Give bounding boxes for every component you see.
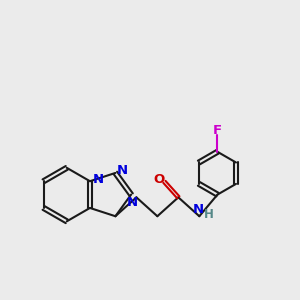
Text: H: H xyxy=(204,208,214,221)
Text: N: N xyxy=(93,173,104,186)
Text: F: F xyxy=(213,124,222,136)
Text: N: N xyxy=(127,196,138,208)
Text: N: N xyxy=(116,164,128,177)
Text: N: N xyxy=(193,203,204,216)
Text: O: O xyxy=(153,173,165,186)
